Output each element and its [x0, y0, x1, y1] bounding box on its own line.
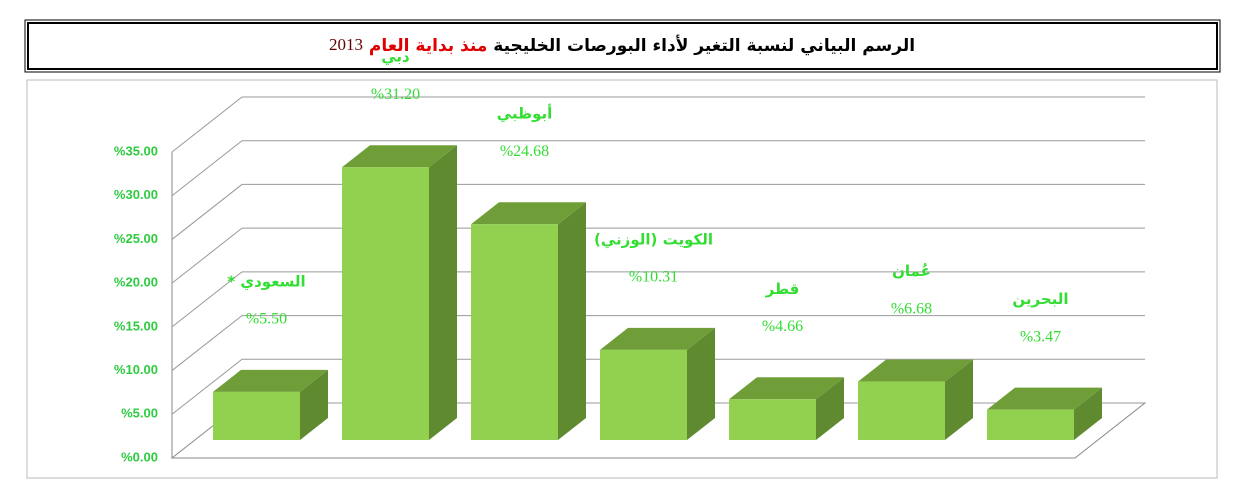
bar [342, 167, 429, 441]
title-main: الرسم البياني لنسبة التغير لأداء البورصا… [493, 35, 915, 56]
value-label: %3.47 [1020, 328, 1061, 345]
y-tick-label: %10.00 [114, 362, 158, 377]
title-box [24, 19, 1221, 73]
bar-top [729, 377, 844, 400]
category-label: أبوظبي [497, 104, 553, 123]
y-tick-label: %5.00 [121, 406, 158, 421]
y-tick-label: %25.00 [114, 231, 158, 246]
bar [987, 409, 1074, 440]
category-label: قطر [765, 280, 800, 298]
grid-line [171, 315, 1145, 371]
bar-top [858, 359, 973, 382]
grid-line [171, 358, 1145, 415]
category-label: البحرين [1012, 290, 1068, 308]
bar-side [300, 369, 328, 440]
bar [471, 224, 558, 440]
category-label: السعودي * [227, 272, 305, 291]
y-tick-label: %30.00 [114, 187, 158, 202]
bar-side [1074, 387, 1102, 440]
grid-line [171, 96, 1145, 153]
title-highlight: منذ بداية العام [369, 36, 488, 56]
bar [729, 399, 816, 440]
bar-top [213, 369, 328, 392]
grid-line [171, 140, 1145, 197]
category-label: دبي [381, 48, 410, 66]
grid-line [171, 183, 1145, 240]
plot-frame [26, 79, 1218, 479]
bar-side [687, 327, 715, 440]
bar-top [987, 387, 1102, 410]
bar-top [471, 202, 586, 225]
value-label: %24.68 [500, 143, 549, 160]
y-tick-label: %0.00 [121, 449, 158, 464]
value-label: %6.68 [891, 300, 932, 317]
bar [858, 381, 945, 440]
category-label: الكويت (الوزني) [594, 230, 713, 248]
title-year: 2013 [329, 35, 363, 54]
bar [213, 391, 300, 440]
grid-line [171, 227, 1145, 284]
title-box-inner [27, 22, 1218, 70]
y-tick-label: %20.00 [114, 275, 158, 290]
y-tick-label: %15.00 [114, 318, 158, 333]
value-label: %4.66 [762, 318, 803, 335]
value-label: %10.31 [629, 269, 678, 286]
bar-side [945, 359, 973, 440]
bar-top [600, 327, 715, 350]
bar [600, 349, 687, 440]
bar-side [558, 202, 586, 440]
category-label: عُمان [892, 262, 931, 280]
chart-title: الرسم البياني لنسبة التغير لأداء البورصا… [329, 35, 915, 56]
value-label: %5.50 [246, 311, 287, 328]
grid-line [171, 271, 1145, 328]
y-tick-label: %35.00 [114, 143, 158, 158]
bar-side [816, 377, 844, 440]
value-label: %31.20 [371, 86, 420, 103]
bar-top [342, 145, 457, 168]
bar-side [429, 145, 457, 441]
plot: %0.00 %5.00 %10.00 %15.00 %20.00 %25.00 %30.00… [114, 48, 1147, 464]
